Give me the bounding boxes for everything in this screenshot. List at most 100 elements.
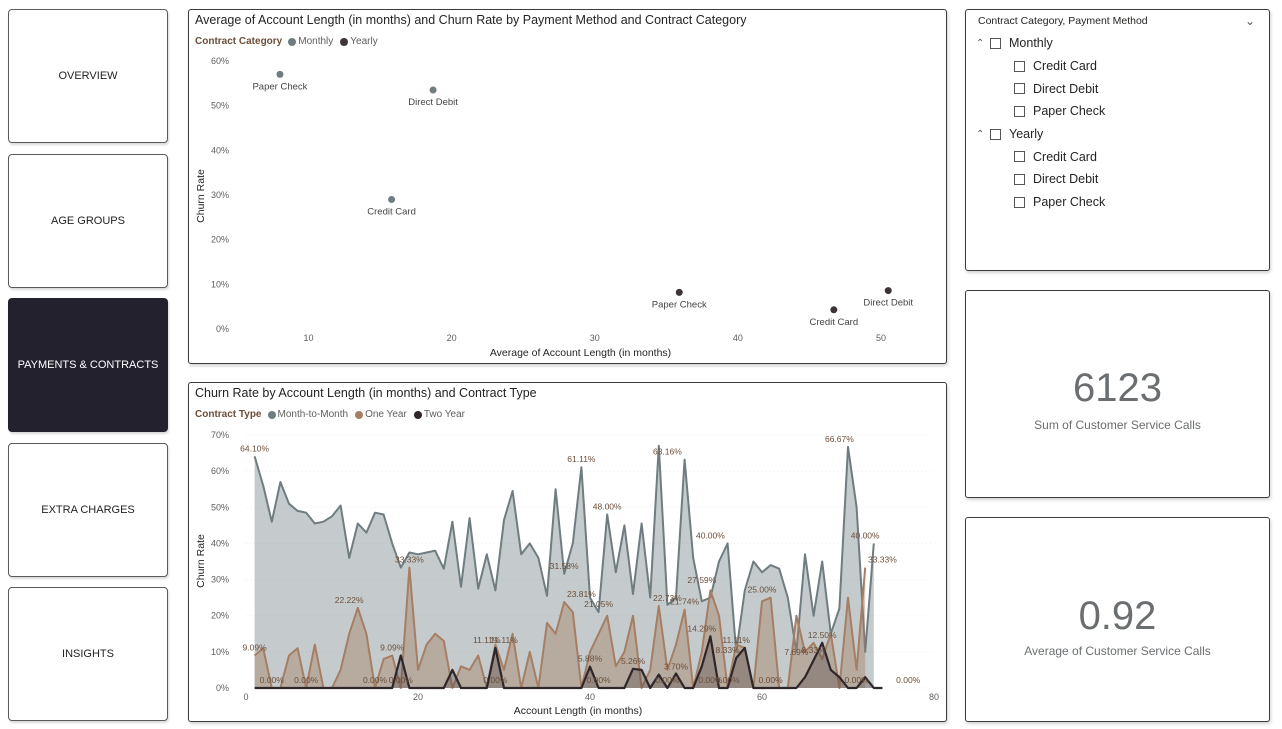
area-data-label: 31.58% <box>550 561 579 571</box>
area-data-label: 0.00% <box>294 675 319 685</box>
area-data-label: 63.16% <box>653 447 682 457</box>
slicer-item-yearly-direct-debit[interactable]: Direct Debit <box>976 168 1261 191</box>
nav-payments-contracts-button[interactable]: PAYMENTS & CONTRACTS <box>8 298 168 432</box>
area-xtick-label: 40 <box>585 692 595 702</box>
area-chart-card: Churn Rate by Account Length (in months)… <box>188 382 947 722</box>
scatter-ytick-label: 30% <box>211 190 229 200</box>
nav-extra-charges-button[interactable]: EXTRA CHARGES <box>8 443 168 577</box>
scatter-y-axis-label: Churn Rate <box>195 169 207 223</box>
checkbox[interactable] <box>1014 60 1025 72</box>
area-data-label: 0.00% <box>716 675 741 685</box>
area-legend-two-year[interactable]: Two Year <box>413 409 465 420</box>
area-data-label: 11.11% <box>473 635 501 645</box>
scatter-point-label: Direct Debit <box>863 298 913 309</box>
checkbox[interactable] <box>1014 173 1025 185</box>
area-legend-one-year-swatch <box>355 410 364 419</box>
area-data-label: 22.73% <box>653 593 682 603</box>
area-xtick-label: 80 <box>929 692 939 702</box>
kpi-card-avg-service-calls: 0.92 Average of Customer Service Calls <box>965 517 1270 722</box>
area-data-label: 40.00% <box>851 530 880 540</box>
scatter-legend: Contract Category Monthly Yearly <box>195 36 381 47</box>
slicer-item-yearly[interactable]: ⌃ Yearly <box>976 127 1044 142</box>
area-ytick-label: 70% <box>211 430 229 440</box>
slicer-item-yearly-credit-card[interactable]: Credit Card <box>976 145 1261 168</box>
area-data-label: 8.33% <box>716 645 741 655</box>
caret-up-icon[interactable]: ⌃ <box>976 37 985 49</box>
area-data-label: 0.00% <box>845 675 870 685</box>
area-data-label: 5.88% <box>578 654 603 664</box>
scatter-ytick-label: 0% <box>216 324 229 334</box>
area-data-label: 11.11% <box>490 635 518 645</box>
scatter-ytick-label: 60% <box>211 56 229 66</box>
checkbox[interactable] <box>990 128 1001 140</box>
area-chart-title: Churn Rate by Account Length (in months)… <box>195 386 537 400</box>
area-legend-month-to-month-swatch <box>267 410 276 419</box>
area-data-label: 0.00% <box>698 675 723 685</box>
scatter-legend-yearly[interactable]: Yearly <box>340 36 378 47</box>
nav-insights-button[interactable]: INSIGHTS <box>8 587 168 721</box>
area-legend-one-year[interactable]: One Year <box>355 409 407 420</box>
scatter-point-label: Credit Card <box>367 206 416 217</box>
scatter-point-label: Direct Debit <box>408 97 458 108</box>
slicer-header: Contract Category, Payment Method <box>978 15 1148 27</box>
slicer-item-yearly-paper-check[interactable]: Paper Check <box>976 191 1261 214</box>
scatter-point <box>388 195 396 203</box>
area-data-label: 12.50% <box>808 630 837 640</box>
checkbox[interactable] <box>1014 105 1025 117</box>
area-plot[interactable]: 0% 10% 20% 30% 40% 50% 60% 70% 0 20 40 60 80 Account … <box>189 383 946 721</box>
slicer-item-monthly-credit-card[interactable]: Credit Card <box>976 55 1261 78</box>
area-data-label: 0.00% <box>655 675 680 685</box>
area-data-label: 0.00% <box>759 675 784 685</box>
scatter-ytick-label: 20% <box>211 235 229 245</box>
area-data-label: 40.00% <box>696 530 725 540</box>
area-ytick-label: 10% <box>211 647 229 657</box>
area-legend-month-to-month[interactable]: Month-to-Month <box>267 409 348 420</box>
area-data-label: 25.00% <box>748 585 777 595</box>
kpi-value: 6123 <box>1073 366 1162 410</box>
checkbox[interactable] <box>1014 196 1025 208</box>
slicer-item-monthly-direct-debit[interactable]: Direct Debit <box>976 77 1261 100</box>
area-data-label: 22.22% <box>335 595 364 605</box>
area-series-month-to-month-line <box>253 444 875 653</box>
scatter-point <box>675 288 683 296</box>
scatter-legend-monthly[interactable]: Monthly <box>288 36 333 47</box>
scatter-plot[interactable]: 0% 10% 20% 30% 40% 50% 60% 10 20 30 40 50 Average of… <box>189 10 946 363</box>
chevron-down-icon[interactable]: ⌄ <box>1244 14 1255 28</box>
area-data-label: 21.74% <box>670 597 699 607</box>
area-xtick-label: 20 <box>413 692 423 702</box>
checkbox[interactable] <box>1014 83 1025 95</box>
scatter-ytick-label: 10% <box>211 279 229 289</box>
scatter-point <box>429 86 437 94</box>
kpi-value: 0.92 <box>1078 594 1157 638</box>
area-data-label: 5.26% <box>621 656 646 666</box>
nav-overview-button[interactable]: OVERVIEW <box>8 9 168 143</box>
scatter-point-label: Credit Card <box>810 317 859 328</box>
scatter-x-axis-label: Average of Account Length (in months) <box>490 347 671 359</box>
checkbox[interactable] <box>990 37 1001 49</box>
area-data-label: 0.00% <box>363 675 388 685</box>
scatter-point <box>830 306 838 314</box>
area-data-label: 11.11% <box>722 635 750 645</box>
area-data-label: 8.33% <box>802 645 827 655</box>
caret-up-icon[interactable]: ⌃ <box>976 128 985 140</box>
area-data-label: 0.00% <box>389 675 414 685</box>
checkbox[interactable] <box>1014 151 1025 163</box>
area-ytick-label: 50% <box>211 502 229 512</box>
area-ytick-label: 60% <box>211 466 229 476</box>
scatter-xtick-label: 50 <box>876 333 886 343</box>
area-data-label: 9.09% <box>243 642 268 652</box>
area-legend-two-year-swatch <box>413 410 422 419</box>
slicer-item-monthly[interactable]: ⌃ Monthly <box>976 36 1053 51</box>
area-data-label: 33.33% <box>868 555 897 565</box>
slicer-item-monthly-paper-check[interactable]: Paper Check <box>976 100 1261 123</box>
nav-age-groups-button[interactable]: AGE GROUPS <box>8 154 168 288</box>
area-data-label: 14.29% <box>687 623 716 633</box>
area-x-axis-label: Account Length (in months) <box>514 705 642 717</box>
scatter-ytick-label: 40% <box>211 145 229 155</box>
scatter-point-label: Paper Check <box>652 299 707 310</box>
area-ytick-label: 40% <box>211 538 229 548</box>
area-legend-title: Contract Type <box>195 409 262 420</box>
area-data-label: 61.11% <box>567 454 596 464</box>
scatter-xtick-label: 40 <box>733 333 743 343</box>
scatter-xtick-label: 20 <box>447 333 457 343</box>
